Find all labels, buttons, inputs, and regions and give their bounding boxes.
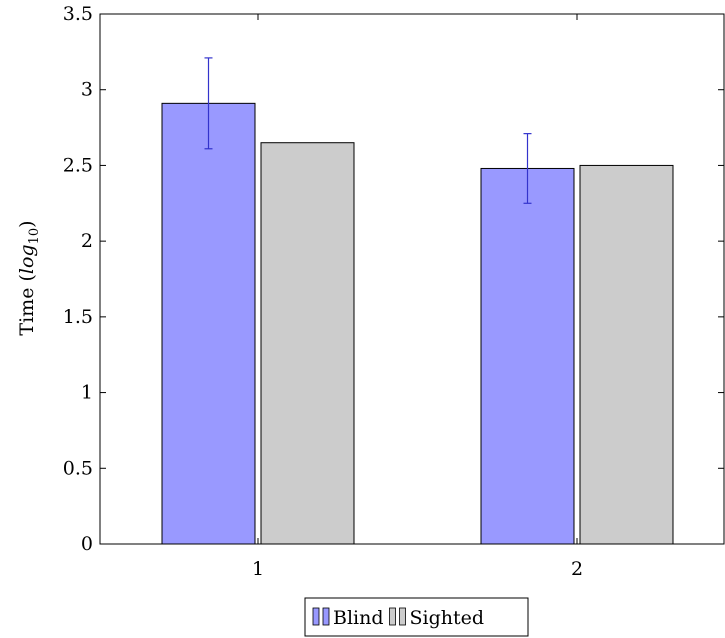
y-tick-label: 0 — [81, 533, 93, 555]
x-tick-label: 1 — [252, 558, 264, 580]
legend-swatch-blind — [312, 607, 320, 626]
plot-frame — [99, 13, 725, 545]
legend-label-sighted: Sighted — [410, 607, 485, 629]
y-axis-label-italic: log — [16, 244, 38, 274]
y-tick-label: 0.5 — [63, 457, 93, 479]
y-tick-label: 3 — [81, 79, 93, 101]
legend: Blind Sighted — [304, 597, 529, 637]
legend-swatch-blind — [322, 607, 330, 626]
legend-swatch-sighted — [389, 607, 396, 626]
y-axis-label: Time (log10) — [16, 220, 42, 335]
y-axis-label-close: ) — [16, 220, 38, 227]
y-tick-label: 1.5 — [63, 306, 93, 328]
y-tick-label: 1 — [81, 382, 93, 404]
y-axis-label-main: Time ( — [16, 274, 38, 335]
bar-blind — [480, 167, 575, 545]
bar-sighted — [260, 142, 355, 545]
legend-box — [304, 597, 529, 637]
y-axis: 0 0.5 1 1.5 2 2.5 3 3.5 — [63, 3, 724, 555]
bar-sighted — [579, 164, 674, 545]
y-tick-label: 2.5 — [63, 154, 93, 176]
x-tick-label: 2 — [571, 558, 583, 580]
y-tick-label: 2 — [81, 230, 93, 252]
bar-blind — [161, 102, 256, 545]
y-axis-label-subscript: 10 — [27, 228, 42, 245]
bars-group — [161, 102, 674, 545]
legend-label-blind: Blind — [333, 607, 384, 629]
legend-swatch-sighted — [399, 607, 406, 626]
error-bars-group — [204, 57, 532, 204]
plot-area — [99, 13, 725, 545]
y-tick-label: 3.5 — [63, 3, 93, 25]
